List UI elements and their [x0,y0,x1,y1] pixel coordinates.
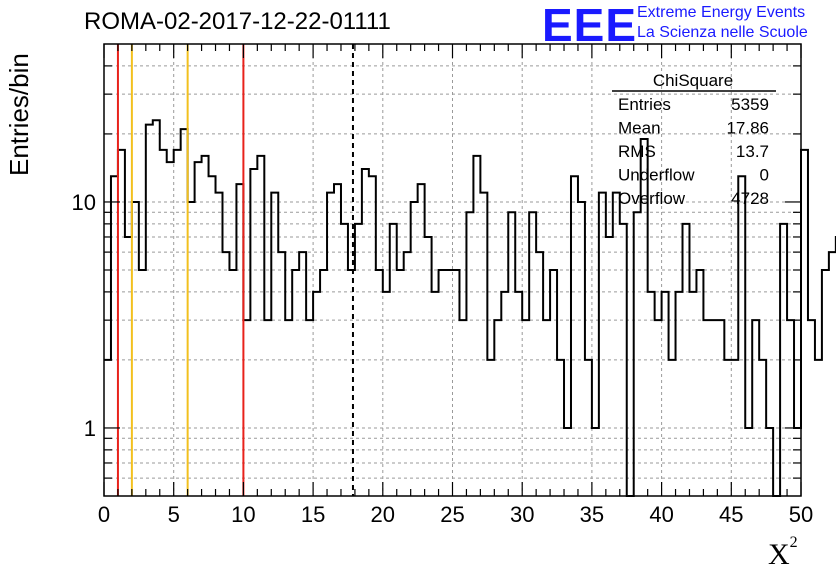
axis-frame: 0 5 10 15 20 25 30 35 40 45 50 1 10 [72,43,813,527]
y-axis-label: Entries/bin [4,53,34,176]
x-axis-label: X2 [768,534,798,572]
stats-value: 0 [760,166,769,185]
x-tick-label: 45 [719,502,743,527]
marker-lines-layer [116,44,354,496]
logo-tagline-1: Extreme Energy Events [637,4,806,21]
x-tick-label: 15 [301,502,325,527]
x-tick-label: 0 [98,502,110,527]
grid-layer [104,44,801,496]
stats-value: 13.7 [736,142,769,161]
stats-title: ChiSquare [653,71,733,90]
y-tick-label: 10 [72,190,96,215]
stats-label: Mean [618,119,661,138]
x-axis-label-base: X [768,538,790,571]
stats-label: Underflow [618,166,695,185]
stats-box: ChiSquare Entries 5359 Mean 17.86 RMS 13.7 Unde… [612,71,776,208]
x-tick-label: 50 [789,502,813,527]
stats-value: 4728 [731,189,769,208]
y-tick-label: 1 [84,416,96,441]
x-tick-label: 25 [440,502,464,527]
x-tick-label: 40 [649,502,673,527]
x-tick-label: 35 [580,502,604,527]
x-tick-label: 10 [231,502,255,527]
logo-tagline-2: La Scienza nelle Scuole [637,24,808,41]
stats-label: Entries [618,95,671,114]
stats-value: 17.86 [726,119,769,138]
x-tick-label: 20 [371,502,395,527]
stats-label: Overflow [618,189,686,208]
x-tick-label: 30 [510,502,534,527]
logo-mark: EEE [542,0,638,51]
chart-title: ROMA-02-2017-12-22-01111 [84,8,391,35]
stats-value: 5359 [731,95,769,114]
x-tick-label: 5 [168,502,180,527]
stats-label: RMS [618,142,656,161]
x-axis-label-superscript: 2 [789,534,798,551]
